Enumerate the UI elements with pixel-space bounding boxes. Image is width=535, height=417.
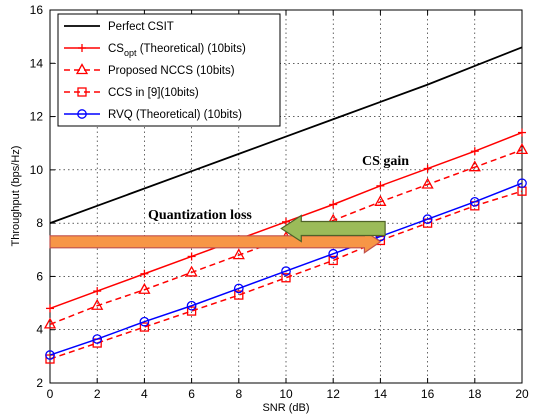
- data-point: [423, 164, 432, 173]
- data-point: [187, 252, 196, 261]
- legend-label-sub: opt: [124, 48, 137, 58]
- y-tick-label: 12: [30, 110, 44, 124]
- y-tick-label: 6: [36, 269, 43, 283]
- y-tick-label: 8: [36, 216, 43, 230]
- series-line: [49, 190, 523, 360]
- series-line: [49, 46, 523, 224]
- annotation-arrows: [49, 214, 386, 254]
- data-point: [470, 147, 479, 156]
- legend-swatch-marker: [77, 109, 87, 119]
- data-point: [422, 214, 433, 224]
- grid: [50, 10, 522, 383]
- data-point: [376, 181, 385, 190]
- y-tick-label: 16: [30, 3, 44, 17]
- x-axis-title: SNR (dB): [262, 402, 309, 414]
- data-point: [92, 334, 103, 344]
- series-4: [45, 178, 527, 360]
- data-point: [469, 196, 480, 207]
- data-point: [517, 178, 527, 189]
- data-point: [45, 350, 55, 360]
- legend-label-main: CS: [108, 43, 124, 55]
- legend-label-rest: (Theoretical) (10bits): [137, 43, 246, 55]
- data-point: [46, 304, 54, 313]
- x-tick-label: 20: [515, 387, 529, 401]
- data-point: [43, 317, 57, 329]
- data-point: [282, 217, 290, 226]
- data-point: [421, 177, 434, 189]
- y-ticks: 2 4 6 8 10 12 14 16: [30, 3, 522, 390]
- annotation-cs-gain: CS gain: [362, 154, 409, 169]
- data-point: [232, 248, 245, 260]
- data-point: [140, 269, 149, 278]
- data-point: [139, 316, 150, 327]
- cs-gain-arrow: [280, 214, 386, 243]
- y-tick-label: 14: [30, 56, 44, 70]
- series-line: [49, 182, 523, 356]
- data-point: [281, 266, 291, 276]
- legend-label: Perfect CSIT: [108, 21, 174, 33]
- annotation-quantization-loss: Quantization loss: [148, 208, 252, 223]
- data-point: [468, 160, 481, 172]
- data-point: [186, 306, 197, 316]
- x-tick-label: 0: [47, 387, 54, 401]
- data-point: [374, 194, 387, 206]
- legend-swatch-marker: [78, 44, 86, 52]
- legend: Perfect CSIT CSopt (Theoretical) (10bits)…: [57, 13, 281, 127]
- legend-swatch-marker: [75, 63, 89, 75]
- series-group: [43, 46, 529, 364]
- legend-label: CCS in [9](10bits): [108, 87, 199, 99]
- data-point: [329, 200, 338, 209]
- series-0: [49, 46, 523, 224]
- x-tick-label: 2: [94, 387, 101, 401]
- data-point: [93, 287, 102, 296]
- legend-swatch-marker: [77, 87, 87, 97]
- data-point: [328, 255, 338, 266]
- data-point: [139, 322, 150, 332]
- x-tick-label: 14: [374, 387, 388, 401]
- data-point: [281, 273, 291, 283]
- x-tick-label: 8: [235, 387, 242, 401]
- data-point: [328, 248, 339, 259]
- x-tick-label: 16: [421, 387, 435, 401]
- data-point: [233, 283, 244, 294]
- data-point: [138, 282, 151, 294]
- data-point: [518, 128, 526, 137]
- x-tick-label: 6: [188, 387, 195, 401]
- data-point: [185, 265, 198, 277]
- legend-label: CSopt (Theoretical) (10bits): [108, 43, 246, 58]
- y-tick-label: 10: [30, 163, 44, 177]
- y-tick-label: 2: [36, 376, 43, 390]
- data-point: [234, 290, 244, 300]
- x-ticks: 0 2 4 6 8 10 12 14 16 18 20: [47, 10, 529, 401]
- y-axis-title: Throughput (bps/Hz): [10, 146, 22, 247]
- y-tick-label: 4: [36, 323, 43, 337]
- x-tick-label: 4: [141, 387, 148, 401]
- x-tick-label: 18: [468, 387, 482, 401]
- x-tick-label: 10: [279, 387, 293, 401]
- data-point: [186, 300, 197, 311]
- legend-label: Proposed NCCS (10bits): [108, 65, 235, 77]
- data-point: [515, 143, 529, 155]
- x-tick-label: 12: [327, 387, 341, 401]
- legend-label: RVQ (Theoretical) (10bits): [108, 109, 242, 121]
- data-point: [91, 298, 104, 310]
